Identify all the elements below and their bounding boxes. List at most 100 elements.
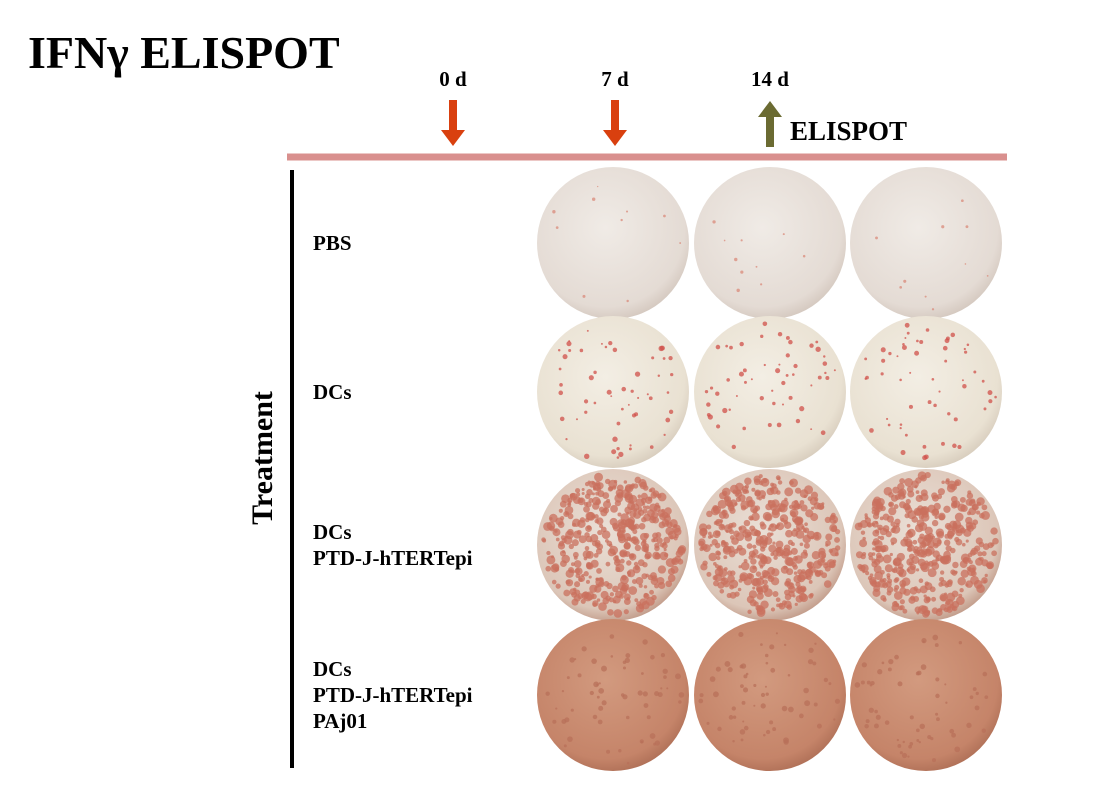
spot [775, 540, 784, 549]
spot [869, 576, 877, 585]
spot [793, 571, 798, 575]
spot [780, 565, 789, 574]
spot [567, 502, 571, 506]
spot [802, 534, 811, 544]
spot [743, 725, 749, 731]
spot [865, 719, 870, 724]
spot [905, 540, 913, 548]
spot [616, 456, 620, 459]
spot [962, 384, 967, 389]
spot [776, 503, 786, 512]
spot [667, 568, 675, 576]
spot [906, 523, 911, 528]
spot [779, 514, 789, 523]
spot [759, 575, 764, 580]
spot [963, 528, 972, 537]
spot [880, 569, 885, 575]
spot [864, 724, 869, 729]
spot [612, 585, 619, 593]
spot [981, 551, 987, 557]
spot [571, 539, 579, 547]
spot [715, 666, 721, 672]
spot [872, 513, 880, 520]
spot [625, 653, 631, 658]
spot [541, 537, 546, 542]
spot [725, 529, 729, 533]
spot [645, 573, 649, 578]
spot [743, 674, 748, 679]
spot [778, 363, 781, 366]
spot [931, 758, 937, 763]
spot [833, 718, 836, 721]
spot [888, 351, 892, 356]
spot [770, 532, 774, 536]
spot [879, 535, 885, 541]
spot [944, 359, 948, 363]
spot [620, 218, 623, 222]
spot [854, 682, 861, 688]
spot [552, 719, 557, 724]
spot [881, 661, 885, 665]
spot [790, 547, 798, 555]
spot [595, 491, 600, 496]
spot [720, 577, 729, 585]
spot [957, 444, 962, 450]
spot [663, 536, 671, 544]
spot [875, 545, 883, 553]
spot [750, 378, 753, 381]
spot [810, 513, 819, 522]
spot [966, 722, 972, 729]
spot [640, 672, 644, 675]
spot [619, 575, 629, 585]
spot [623, 593, 631, 601]
spot [593, 401, 597, 405]
spot [971, 504, 978, 511]
spot [588, 575, 592, 579]
spot [575, 418, 578, 421]
spot [729, 345, 733, 350]
spot [823, 580, 832, 588]
spot [560, 535, 566, 540]
spot [762, 321, 768, 327]
spot [992, 537, 999, 545]
spot [943, 539, 951, 546]
spot [605, 561, 611, 567]
spot [728, 408, 731, 411]
spot [592, 714, 598, 720]
spot [713, 562, 717, 566]
spot [609, 592, 615, 597]
spot [909, 715, 914, 720]
spot [729, 499, 738, 507]
spot [874, 709, 878, 714]
spot [884, 564, 893, 573]
spot [913, 596, 920, 602]
spot [712, 691, 719, 698]
spot [823, 677, 829, 683]
spot [815, 346, 821, 352]
spot [753, 478, 761, 486]
spot [874, 508, 880, 515]
spot [767, 423, 772, 428]
spot [932, 508, 940, 516]
spot [756, 608, 766, 617]
spot [592, 487, 597, 491]
spot [601, 665, 607, 672]
spot [752, 586, 756, 590]
spot [885, 531, 892, 538]
spot [742, 720, 745, 723]
spot [591, 496, 601, 506]
spot [740, 738, 744, 742]
spot [902, 495, 906, 499]
spot [727, 667, 733, 673]
spot [668, 356, 673, 361]
spot [899, 427, 902, 430]
spot [765, 729, 771, 735]
spot [650, 515, 655, 521]
spot [866, 680, 871, 685]
spot [897, 744, 902, 748]
spot [959, 588, 964, 593]
spot [591, 540, 598, 547]
spot [663, 675, 667, 679]
spot [918, 740, 921, 744]
spot [561, 690, 565, 693]
